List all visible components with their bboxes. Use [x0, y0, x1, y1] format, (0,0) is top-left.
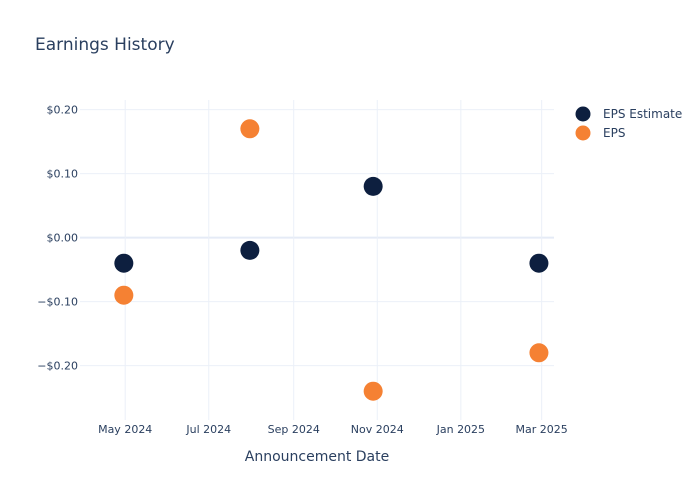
- x-axis-title: Announcement Date: [245, 449, 389, 465]
- x-tick-label: May 2024: [98, 423, 152, 436]
- y-tick-label: $0.10: [47, 168, 79, 181]
- y-tick-label: −$0.10: [37, 296, 78, 309]
- grid-lines: [80, 100, 554, 420]
- legend-label: EPS: [603, 126, 625, 140]
- y-tick-label: $0.00: [47, 232, 79, 245]
- x-axis-ticks: May 2024 Jul 2024 Sep 2024 Nov 2024 Jan 2025…: [98, 423, 568, 436]
- legend-item-eps[interactable]: EPS: [575, 125, 626, 141]
- legend-marker: [575, 106, 591, 122]
- eps-estimate-point[interactable]: [114, 253, 134, 273]
- x-tick-label: Mar 2025: [516, 423, 568, 436]
- x-tick-label: Jan 2025: [436, 423, 485, 436]
- x-tick-label: Nov 2024: [351, 423, 404, 436]
- eps-estimate-point[interactable]: [529, 253, 549, 273]
- x-tick-label: Sep 2024: [268, 423, 320, 436]
- legend-item-eps-estimate[interactable]: EPS Estimate: [575, 106, 683, 122]
- eps-point[interactable]: [363, 381, 383, 401]
- y-tick-label: $0.20: [47, 104, 79, 117]
- legend-label: EPS Estimate: [603, 107, 682, 121]
- eps-point[interactable]: [529, 343, 549, 363]
- y-axis-ticks: $0.20 $0.10 $0.00 −$0.10 −$0.20: [37, 104, 78, 373]
- legend-marker: [575, 125, 591, 141]
- chart-title: Earnings History: [35, 35, 175, 55]
- data-points: [114, 119, 549, 401]
- eps-point[interactable]: [240, 119, 260, 139]
- eps-point[interactable]: [114, 285, 134, 305]
- eps-estimate-point[interactable]: [363, 176, 383, 196]
- eps-estimate-point[interactable]: [240, 240, 260, 260]
- y-tick-label: −$0.20: [37, 360, 78, 373]
- legend[interactable]: EPS Estimate EPS: [575, 106, 683, 141]
- x-tick-label: Jul 2024: [185, 423, 231, 436]
